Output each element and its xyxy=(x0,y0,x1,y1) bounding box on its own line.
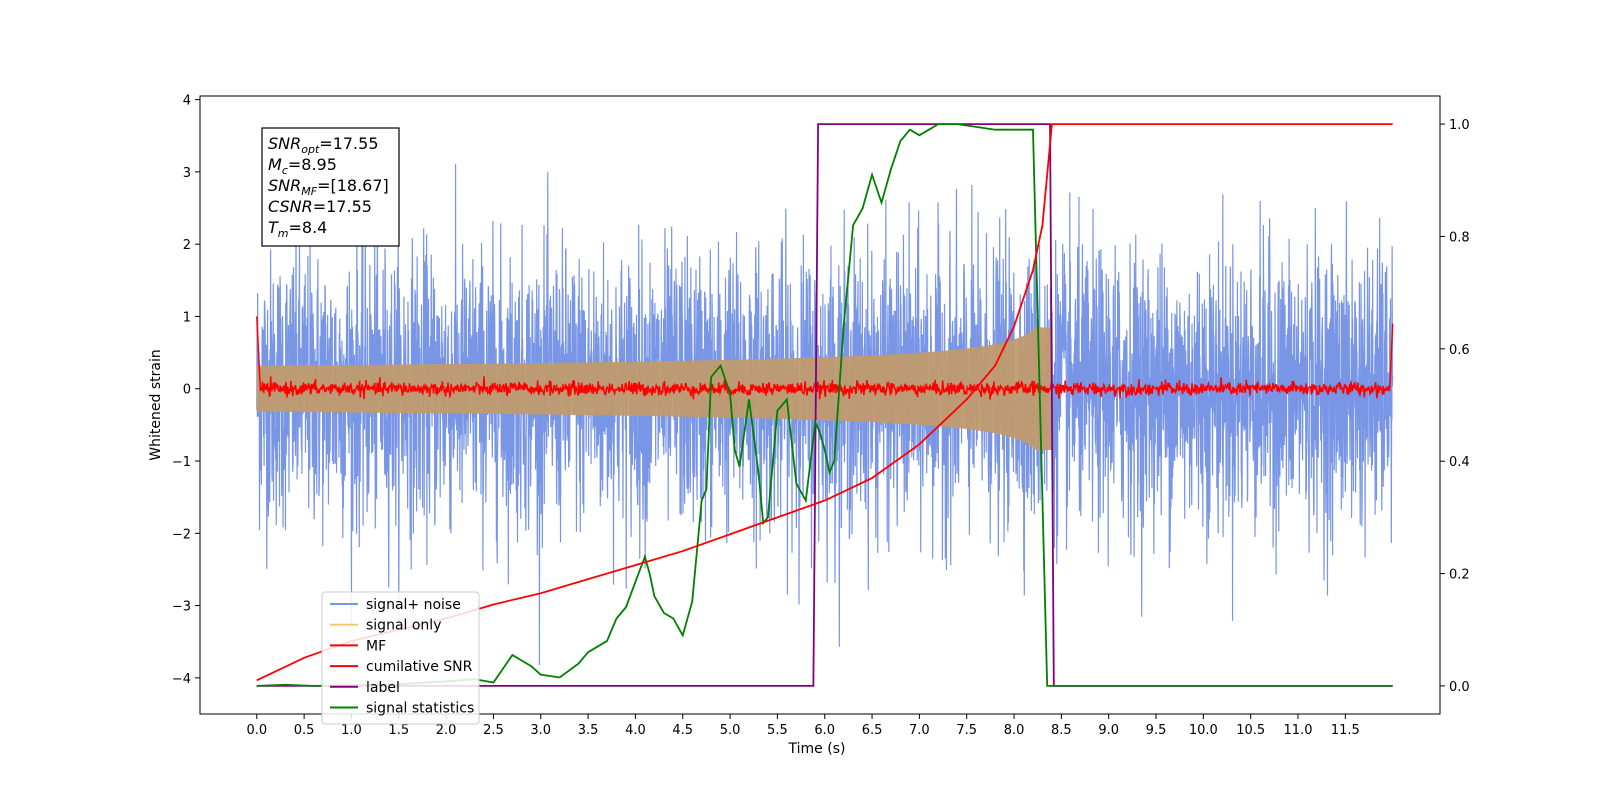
annotation-line: Tm=8.4 xyxy=(268,218,327,240)
x-tick-label: 6.5 xyxy=(862,723,883,738)
annotation-name: SNR xyxy=(268,134,301,153)
annotation-line: SNRMF=[18.67] xyxy=(268,176,389,198)
annotation-line: Mc=8.95 xyxy=(268,155,337,177)
x-tick-label: 4.5 xyxy=(672,723,693,738)
stats-annotation-box: SNRopt=17.55Mc=8.95SNRMF=[18.67]CSNR=17.… xyxy=(261,127,400,247)
y2-tick-label: 0.2 xyxy=(1449,568,1470,583)
annotation-value: =[18.67] xyxy=(317,176,389,195)
annotation-subscript: opt xyxy=(301,143,320,156)
axes-frame xyxy=(199,95,1441,715)
legend-entry: cumilative SNR xyxy=(366,659,473,675)
legend: signal+ noise signal only MF cumilative SNR… xyxy=(321,591,480,725)
x-tick-label: 2.5 xyxy=(483,723,504,738)
annotation-line: SNRopt=17.55 xyxy=(268,134,379,156)
x-tick-label: 1.5 xyxy=(388,723,409,738)
annotation-value: =17.55 xyxy=(313,197,372,216)
x-tick-label: 5.5 xyxy=(767,723,788,738)
mf-line xyxy=(256,316,1394,400)
y-tick-label: 0 xyxy=(183,383,191,398)
annotation-name: CSNR xyxy=(268,197,313,216)
legend-entry: signal only xyxy=(366,618,441,634)
x-tick-label: 8.0 xyxy=(1004,723,1025,738)
x-tick-label: 7.0 xyxy=(909,723,930,738)
y-tick-label: 4 xyxy=(183,94,191,109)
y2-tick-label: 0.0 xyxy=(1449,680,1470,695)
x-tick-label: 11.0 xyxy=(1284,723,1313,738)
annotation-value: =17.55 xyxy=(319,134,378,153)
annotation-name: M xyxy=(268,155,282,174)
x-tick-label: 10.5 xyxy=(1236,723,1265,738)
x-tick-label: 1.0 xyxy=(341,723,362,738)
y-axis-label: Whitened strain xyxy=(148,349,164,460)
y-tick-label: −1 xyxy=(172,455,191,470)
y-tick-label: −3 xyxy=(172,600,191,615)
annotation-line: CSNR=17.55 xyxy=(268,197,372,216)
y2-tick-label: 1.0 xyxy=(1449,118,1470,133)
legend-entry: signal+ noise xyxy=(366,597,461,613)
x-tick-label: 7.5 xyxy=(956,723,977,738)
annotation-value: =8.4 xyxy=(289,218,328,237)
plot-area xyxy=(256,123,1394,687)
annotation-subscript: m xyxy=(278,227,289,240)
x-tick-label: 6.0 xyxy=(814,723,835,738)
x-tick-label: 3.5 xyxy=(578,723,599,738)
annotation-name: SNR xyxy=(268,176,301,195)
annotation-value: =8.95 xyxy=(288,155,337,174)
annotation-frame xyxy=(261,127,400,247)
x-axis: 0.0 0.5 1.0 1.5 2.0 2.5 3.0 3.5 4.0 4.5 5.0 5.5 6.0 6… xyxy=(246,714,1360,738)
legend-entry: label xyxy=(366,680,400,696)
y-axis-left: 4 3 2 1 0 −1 −2 −3 −4 xyxy=(172,94,200,687)
x-tick-label: 4.0 xyxy=(625,723,646,738)
x-tick-label: 9.0 xyxy=(1098,723,1119,738)
x-tick-label: 9.5 xyxy=(1146,723,1167,738)
x-tick-label: 0.0 xyxy=(246,723,267,738)
y2-tick-label: 0.6 xyxy=(1449,343,1470,358)
y-axis-right: 1.0 0.8 0.6 0.4 0.2 0.0 xyxy=(1440,118,1470,695)
y-tick-label: −4 xyxy=(172,672,191,687)
legend-frame xyxy=(321,591,480,725)
legend-entry: MF xyxy=(366,638,386,654)
x-tick-label: 0.5 xyxy=(294,723,315,738)
annotation-subscript: MF xyxy=(301,185,317,198)
x-axis-label: Time (s) xyxy=(788,741,846,757)
x-tick-label: 3.0 xyxy=(530,723,551,738)
y2-tick-label: 0.4 xyxy=(1449,455,1470,470)
y-tick-label: 1 xyxy=(183,310,191,325)
y-tick-label: 2 xyxy=(183,238,191,253)
x-tick-label: 2.0 xyxy=(436,723,457,738)
series-mf xyxy=(256,316,1394,400)
y-tick-label: 3 xyxy=(183,166,191,181)
legend-entry: signal statistics xyxy=(366,701,474,717)
x-tick-label: 8.5 xyxy=(1051,723,1072,738)
y-tick-label: −2 xyxy=(172,527,191,542)
annotation-name: T xyxy=(268,218,279,237)
x-tick-label: 5.0 xyxy=(720,723,741,738)
x-tick-label: 10.0 xyxy=(1189,723,1218,738)
signal-statistics-line xyxy=(256,123,1393,687)
y2-tick-label: 0.8 xyxy=(1449,230,1470,245)
annotation-subscript: c xyxy=(282,164,288,177)
x-tick-label: 11.5 xyxy=(1331,723,1360,738)
